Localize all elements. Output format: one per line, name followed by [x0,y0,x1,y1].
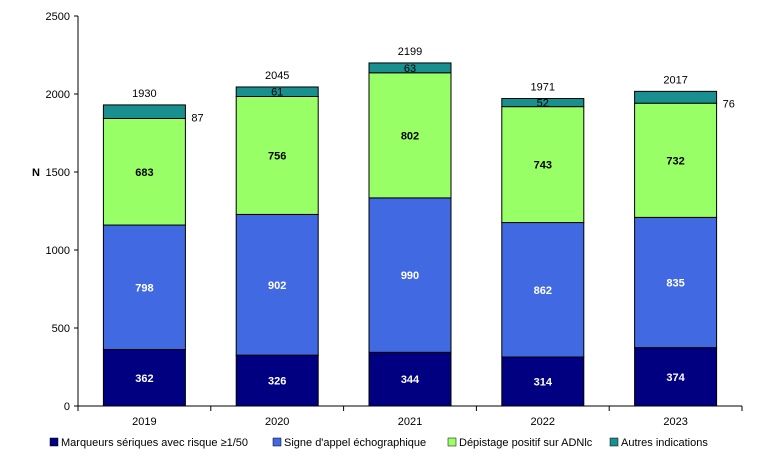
total-label: 1971 [531,82,555,94]
data-label: 52 [537,98,549,110]
legend-swatch [609,437,619,447]
x-tick-label: 2021 [398,416,422,428]
data-label: 798 [135,282,153,294]
bar-segment [235,95,319,215]
data-labels: 362 798 683 87 1930 326 902 756 61 2045 344 990 802 6… [132,46,735,389]
total-label: 2017 [663,74,687,86]
data-label: 362 [135,373,153,385]
legend-label: Autres indications [621,437,708,449]
legend-label: Marqueurs sériques avec risque ≥1/50 [61,437,248,449]
y-tick-label: 2500 [46,11,70,23]
bars [102,62,718,407]
bar-segment [368,351,452,407]
data-label: 862 [534,285,552,297]
bar-segment [235,213,319,356]
data-label: 61 [271,87,283,99]
bar-segment [235,354,319,407]
y-axis-title: N [32,167,40,179]
legend-swatch [272,437,282,447]
data-label: 835 [666,278,684,290]
data-label: 756 [268,150,286,162]
bar-segment [368,62,452,74]
legend: Marqueurs sériques avec risque ≥1/50 Sign… [49,437,708,449]
bar-segment [102,349,186,407]
bar-segment [102,117,186,226]
bar-segment [634,90,718,104]
bar-segment [501,106,585,224]
data-label: 683 [135,167,153,179]
x-tick-label: 2019 [132,416,156,428]
total-label: 2045 [265,70,289,82]
y-tick-label: 2000 [46,89,70,101]
bar-segment [102,224,186,351]
data-label: 743 [534,160,552,172]
bar-segment [634,216,718,349]
x-tick-label: 2020 [265,416,289,428]
data-label: 63 [404,63,416,75]
bar-segment [634,347,718,407]
y-tick-label: 0 [64,401,70,413]
y-tick-label: 1500 [46,167,70,179]
data-label: 314 [534,377,553,389]
bar-segment [501,222,585,358]
y-tick-label: 500 [52,323,70,335]
data-label: 87 [191,113,203,125]
y-tick-label: 1000 [46,245,70,257]
data-label: 732 [666,155,684,167]
data-label: 990 [401,270,419,282]
total-label: 1930 [132,88,156,100]
legend-label: Signe d'appel échographique [284,437,426,449]
data-label: 802 [401,130,419,142]
legend-label: Dépistage positif sur ADNlc [459,437,593,449]
x-tick-label: 2023 [663,416,687,428]
data-label: 374 [666,372,685,384]
total-label: 2199 [398,46,422,58]
legend-swatch [49,437,59,447]
x-tick-label: 2022 [531,416,555,428]
legend-swatch [447,437,457,447]
bar-segment [501,356,585,407]
bar-segment [235,86,319,97]
bar-segment [634,102,718,218]
bar-segment [501,98,585,108]
bar-segment [102,104,186,119]
data-label: 902 [268,280,286,292]
data-label: 76 [723,98,735,110]
data-label: 344 [401,374,420,386]
data-label: 326 [268,376,286,388]
